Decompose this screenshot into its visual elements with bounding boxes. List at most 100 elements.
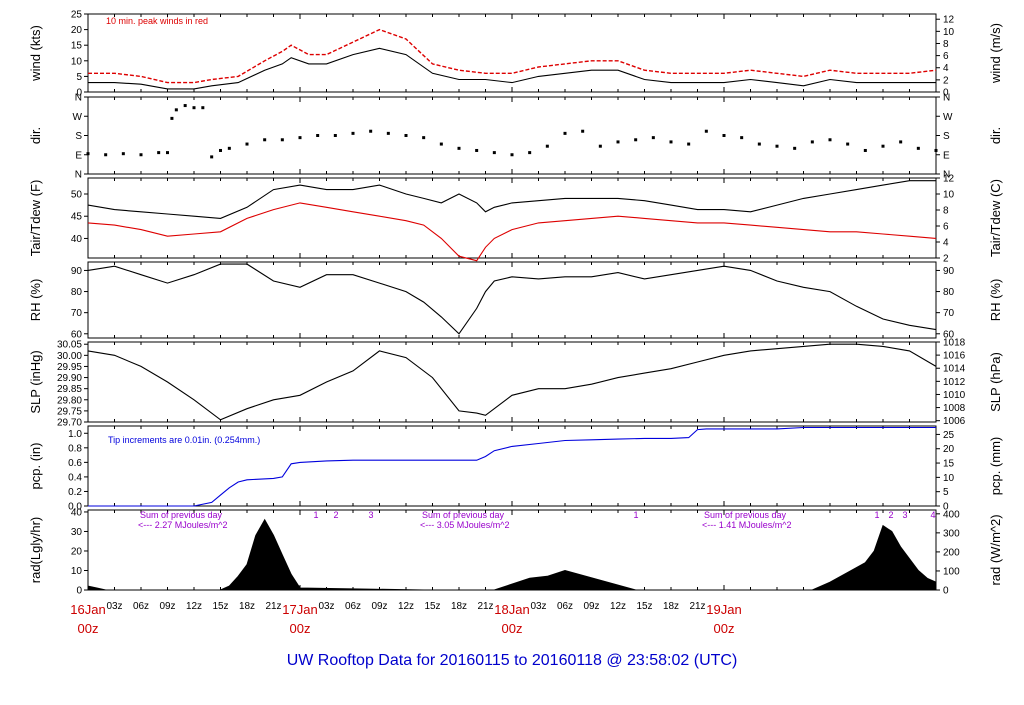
pcp-ytick-right-label: 5: [943, 487, 949, 498]
slp-ytick-left-label: 29.75: [57, 406, 82, 417]
rh-series-black: [87, 263, 937, 335]
x-day-hour-label: 00z: [714, 621, 735, 636]
pcp-panel: 0.0 0.2 0.4 0.6 0.8 1.0 0 5 10 15 20 25 pcp. (in) pcp…: [28, 425, 1003, 513]
rad-marker: 1: [633, 510, 638, 520]
pcp-ytick-left-label: 0.0: [68, 502, 82, 513]
rad-daily-sum-line2: <--- 1.41 MJoules/m^2: [702, 520, 792, 530]
dir-point: [881, 144, 885, 148]
rad-ylabel-right: rad (W/m^2): [988, 514, 1003, 585]
rad-ytick-right-label: 300: [943, 528, 960, 539]
dir-point: [104, 153, 108, 157]
dir-point: [263, 138, 267, 142]
x-day-label: 18Jan: [494, 602, 529, 617]
x-day-hour-label: 00z: [78, 621, 99, 636]
rad-ytick-right-label: 200: [943, 547, 960, 558]
wind-series-red: [88, 28, 937, 84]
dir-point: [219, 148, 222, 152]
slp-ytick-left-label: 30.00: [57, 351, 82, 362]
slp-ylabel-left: SLP (inHg): [28, 350, 43, 413]
wind-ytick-left-label: 25: [71, 10, 83, 21]
dir-point: [616, 140, 620, 144]
dir-point: [333, 134, 337, 137]
slp-ytick-right-label: 1010: [943, 390, 966, 401]
dir-point: [174, 108, 178, 112]
rad-ylabel-left: rad(Lgly/hr): [28, 517, 43, 583]
slp-ytick-right-label: 1018: [943, 338, 966, 349]
dir-ytick-left-label: N: [75, 93, 82, 104]
temp-ytick-right-label: 8: [943, 206, 949, 217]
dir-ytick-left-label: E: [75, 150, 82, 161]
x-hour-label: 03z: [106, 601, 122, 612]
rh-panel: 60 70 80 90 60 70 80 90 RH (%) RH (%): [28, 261, 1003, 340]
x-hour-label: 15z: [636, 601, 652, 612]
pcp-ylabel-right: pcp. (mm): [988, 437, 1003, 496]
rad-marker: 2: [333, 510, 338, 520]
x-hour-label: 06z: [557, 601, 573, 612]
dir-point: [528, 151, 532, 155]
dir-ytick-right-label: W: [943, 112, 953, 123]
dir-point: [404, 134, 408, 137]
temp-ytick-left-label: 50: [71, 190, 83, 201]
dir-point: [245, 142, 249, 146]
pcp-series-blue: [88, 426, 936, 507]
dir-ytick-left-label: N: [75, 170, 82, 181]
pcp-ytick-left-label: 1.0: [68, 429, 82, 440]
wind-series-black: [88, 47, 936, 90]
rad-daily-sum-line1: Sum of previous day: [140, 510, 223, 520]
wind-ylabel-right: wind (m/s): [988, 23, 1003, 84]
pcp-ytick-right-label: 25: [943, 430, 955, 441]
dir-point: [563, 131, 567, 135]
rad-daily-sum-line2: <--- 2.27 MJoules/m^2: [138, 520, 228, 530]
wind-ytick-right-label: 8: [943, 39, 949, 50]
dir-ytick-right-label: N: [943, 170, 950, 181]
dir-point: [439, 142, 443, 146]
rad-daily-sum-line1: Sum of previous day: [422, 510, 505, 520]
pcp-ytick-right-label: 10: [943, 473, 955, 484]
x-hour-label: 09z: [371, 601, 387, 612]
rad-daily-sum-line1: Sum of previous day: [704, 510, 787, 520]
dir-point: [863, 148, 867, 152]
dir-point: [492, 151, 496, 155]
slp-panel: 29.7029.7529.8029.8529.9029.9530.0030.05…: [28, 338, 1003, 429]
rh-ytick-left-label: 80: [71, 287, 83, 298]
dir-point: [510, 153, 514, 157]
dir-ytick-right-label: N: [943, 93, 950, 104]
slp-ytick-left-label: 30.05: [57, 340, 82, 351]
pcp-ytick-right-label: 15: [943, 459, 955, 470]
chart-title: UW Rooftop Data for 20160115 to 20160118…: [287, 652, 738, 669]
slp-frame: [87, 341, 937, 423]
rh-ytick-left-label: 60: [71, 329, 83, 340]
pcp-annotation: Tip increments are 0.01in. (0.254mm.): [108, 435, 260, 445]
slp-ytick-right-label: 1006: [943, 416, 966, 427]
dir-point: [298, 136, 302, 140]
dir-frame: [87, 96, 937, 175]
wind-ytick-left-label: 20: [71, 25, 83, 36]
rh-ytick-right-label: 80: [943, 287, 955, 298]
x-day-hour-label: 00z: [502, 621, 523, 636]
x-hour-label: 21z: [689, 601, 705, 612]
dir-point: [828, 138, 832, 142]
x-day-hour-label: 00z: [290, 621, 311, 636]
dir-point: [170, 116, 174, 120]
dir-point: [422, 136, 426, 140]
dir-point: [899, 140, 903, 144]
slp-ytick-left-label: 29.70: [57, 418, 82, 429]
dir-point: [793, 146, 797, 150]
pcp-ylabel-left: pcp. (in): [28, 443, 43, 490]
temp-series-black: [87, 180, 936, 219]
temp-series-red: [87, 202, 937, 262]
slp-ytick-left-label: 29.85: [57, 384, 82, 395]
x-hour-label: 12z: [398, 601, 414, 612]
temp-ytick-right-label: 6: [943, 222, 949, 233]
x-hour-label: 18z: [451, 601, 467, 612]
dir-point: [722, 134, 726, 137]
slp-ytick-left-label: 29.80: [57, 395, 82, 406]
wind-ytick-right-label: 12: [943, 15, 955, 26]
temp-ytick-right-label: 10: [943, 190, 955, 201]
wind-ytick-right-label: 6: [943, 51, 949, 62]
x-hour-label: 03z: [530, 601, 546, 612]
